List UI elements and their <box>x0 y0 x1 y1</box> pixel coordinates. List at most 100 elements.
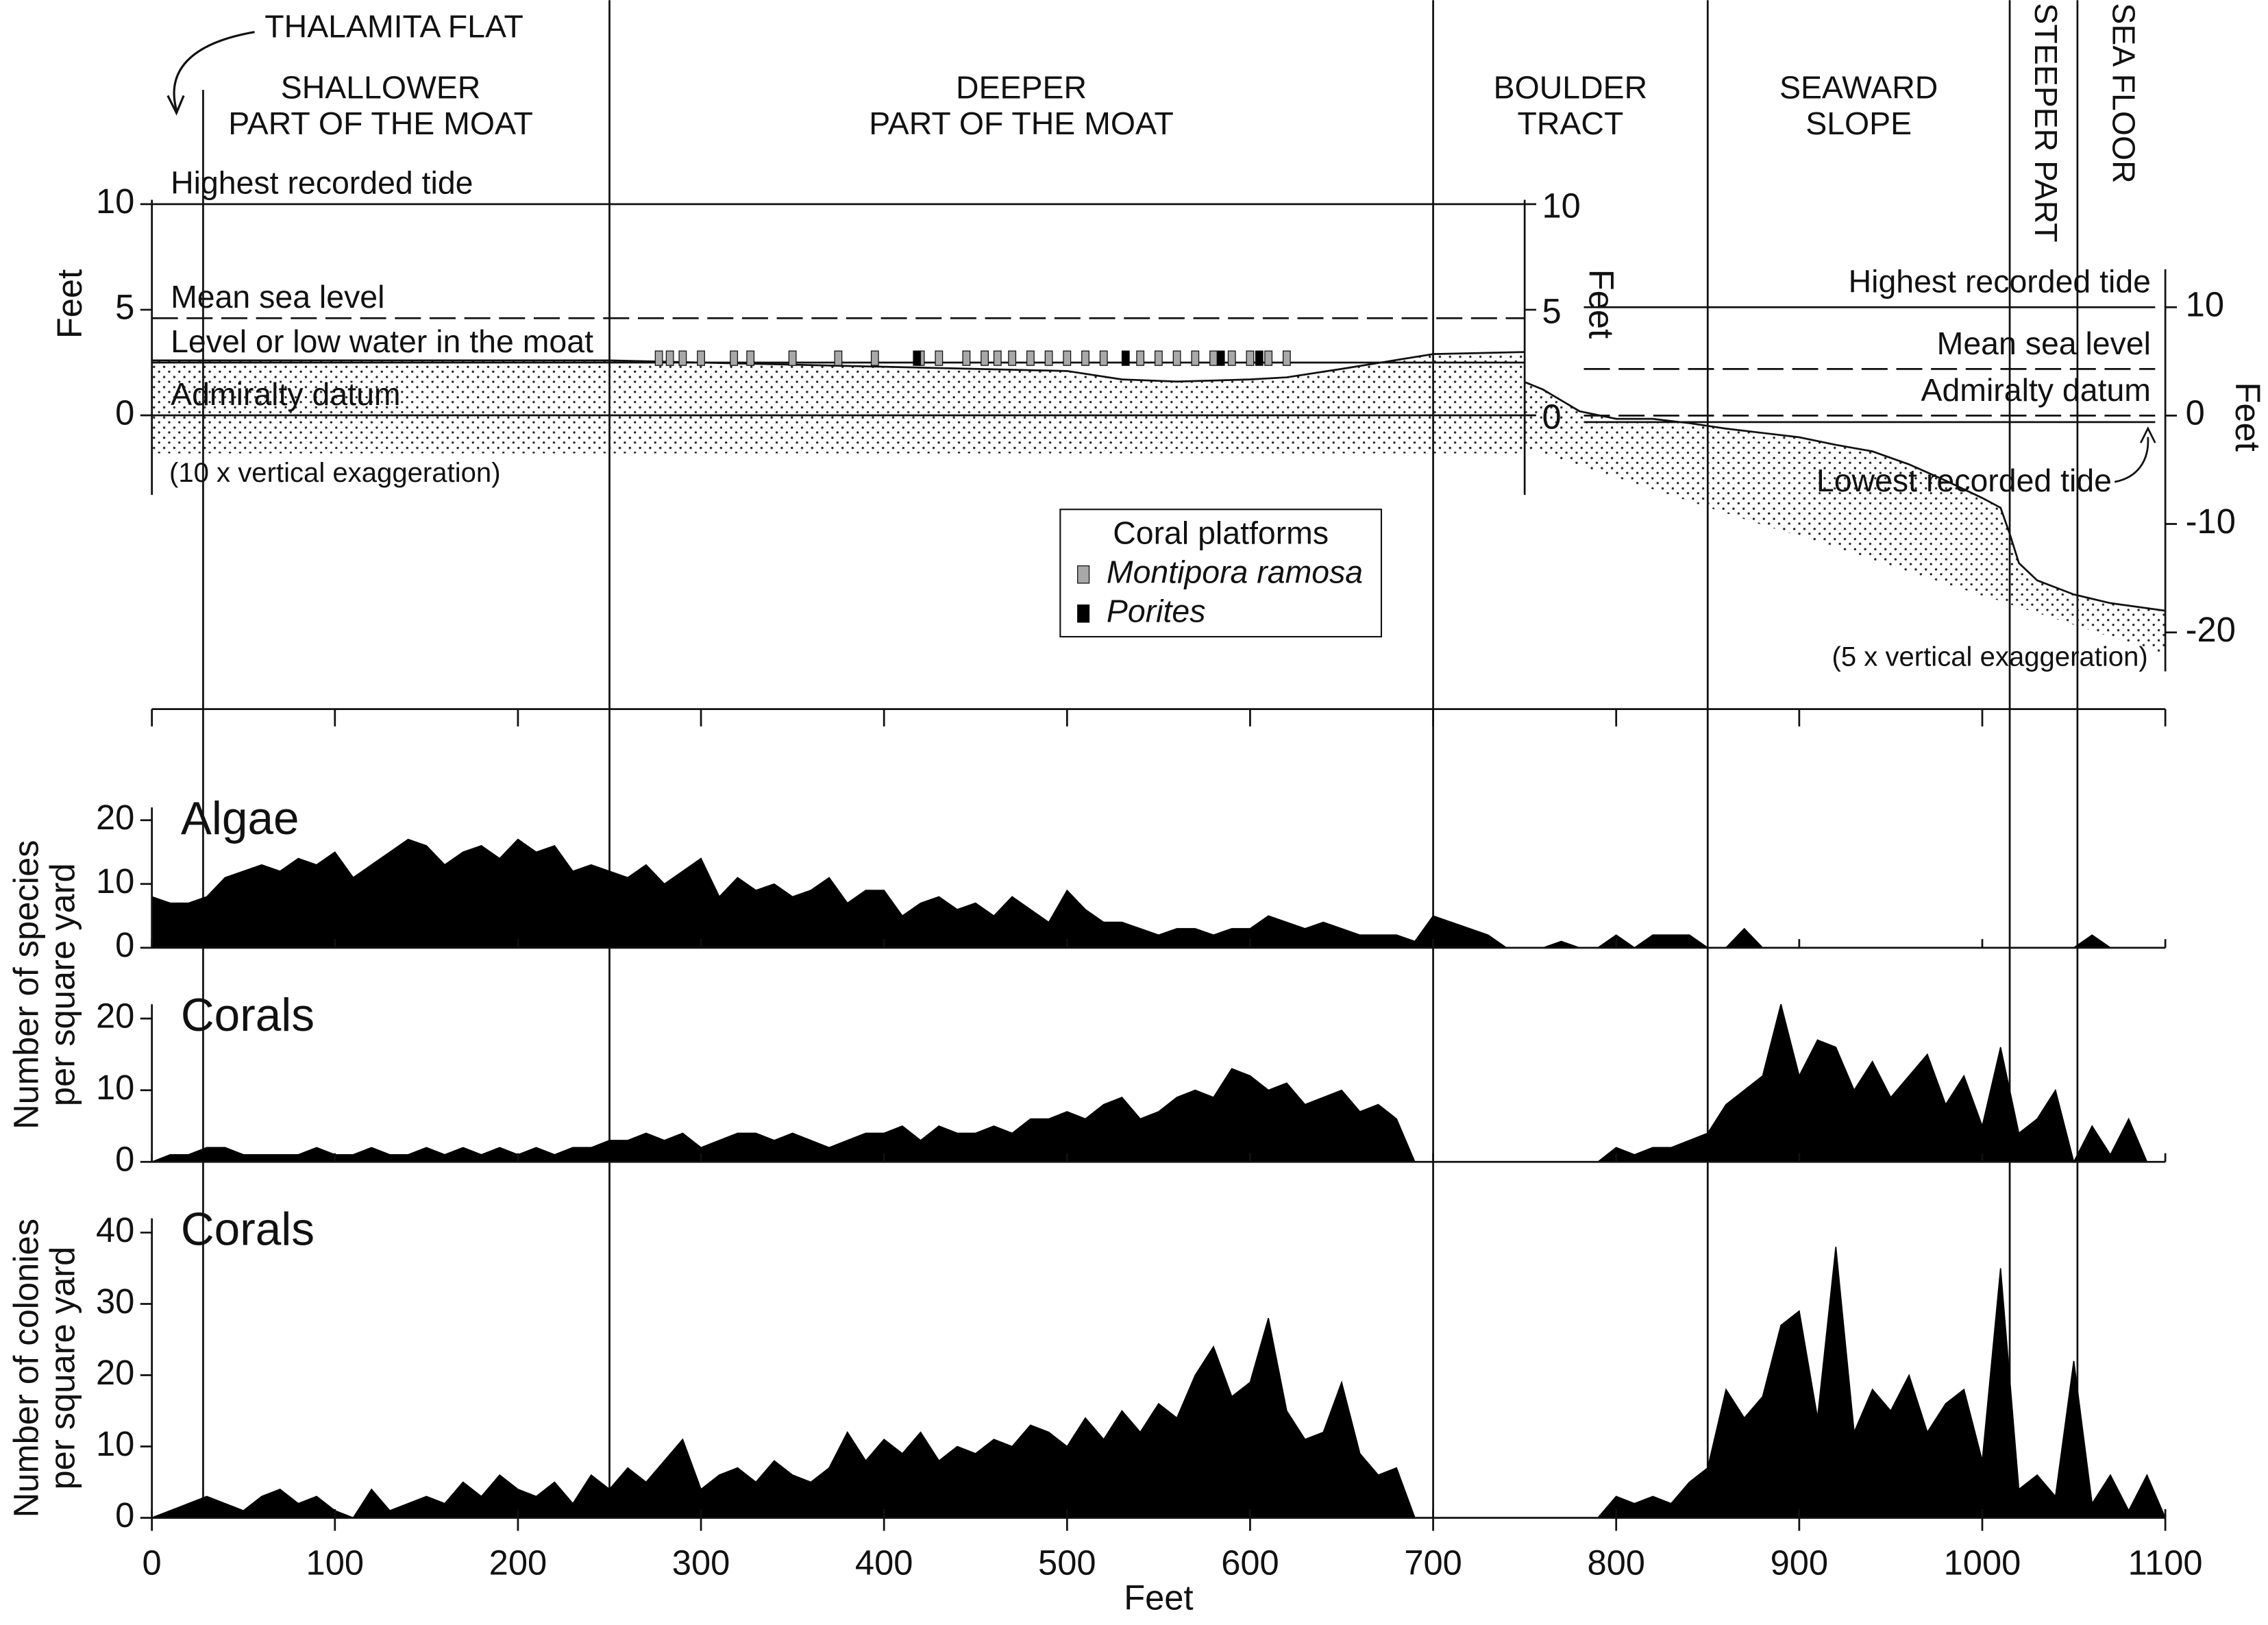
level-label: Highest recorded tide <box>1849 264 2151 300</box>
coral-platform <box>1008 350 1017 366</box>
level-label: Admiralty datum <box>171 376 401 412</box>
coral-platform <box>654 350 663 366</box>
ground-surface <box>1524 381 2166 612</box>
legend-title: Coral platforms <box>1113 515 1329 551</box>
coral-platform <box>1246 350 1255 366</box>
y-tick-label: 5 <box>1542 292 1561 331</box>
coral-platform <box>913 350 922 366</box>
lowest-tide-arrowhead <box>2140 426 2156 443</box>
coral-platform <box>1026 350 1035 366</box>
annotation: (10 x vertical exaggeration) <box>169 458 501 488</box>
x-tick-label: 400 <box>855 1543 913 1583</box>
coral-platform <box>746 350 755 366</box>
x-tick-label: 500 <box>1038 1543 1096 1583</box>
coral-platform <box>1216 350 1225 366</box>
level-label: Mean sea level <box>171 279 384 315</box>
zone-label: PART OF THE MOAT <box>228 106 533 141</box>
annotation: (5 x vertical exaggeration) <box>1832 642 2147 672</box>
y-tick-label: 10 <box>96 1068 134 1107</box>
coral-platform <box>1121 350 1130 366</box>
level-label: Lowest recorded tide <box>1816 463 2112 498</box>
y-axis-title: Number of colonies <box>7 1219 46 1517</box>
thalamita-arrow <box>173 31 255 111</box>
y-axis-title: per square yard <box>42 1247 82 1490</box>
ground-surface <box>151 351 1525 383</box>
coral-platform <box>962 350 971 366</box>
y-tick-label: 0 <box>115 1140 134 1179</box>
coral-platform <box>981 350 989 366</box>
x-tick-label: 1100 <box>2128 1543 2203 1583</box>
coral-platform <box>870 350 879 366</box>
level-label: Admiralty datum <box>1921 372 2152 408</box>
zone-label: PART OF THE MOAT <box>869 106 1174 141</box>
coral-platform <box>935 350 944 366</box>
coral-platform <box>1172 350 1181 366</box>
panel-title: Algae <box>181 793 299 844</box>
zone-label: SHALLOWER <box>281 69 481 105</box>
legend-swatch <box>1077 565 1090 584</box>
x-axis-title: Feet <box>1124 1578 1193 1617</box>
level-label: Mean sea level <box>1937 326 2151 361</box>
y-tick-label: 10 <box>96 1424 134 1463</box>
sediment <box>151 352 1525 454</box>
y-tick-label: 10 <box>96 862 134 901</box>
legend-box <box>1059 509 1383 638</box>
x-tick-label: 600 <box>1221 1543 1279 1583</box>
thalamita-arrowhead <box>167 95 185 116</box>
y-axis-title: Feet <box>1581 269 1620 339</box>
y-tick-label: 20 <box>96 1353 134 1392</box>
coral-platform <box>1209 350 1218 366</box>
coral-platform <box>1255 350 1264 366</box>
y-tick-label: 0 <box>115 925 134 964</box>
level-label: Level or low water in the moat <box>171 323 593 359</box>
coral-platform <box>1154 350 1163 366</box>
y-tick-label: 10 <box>1542 186 1580 225</box>
y2-tick-label: -20 <box>2186 610 2236 649</box>
coral-platform <box>1063 350 1072 366</box>
y2-axis-title: Feet <box>2228 382 2267 451</box>
legend-label: Montipora ramosa <box>1107 554 1363 590</box>
panel-title: Corals <box>181 990 315 1041</box>
y-axis-title: Number of species <box>7 840 46 1129</box>
y-tick-label: 0 <box>115 1495 134 1535</box>
coral-platform <box>1264 350 1273 366</box>
coral-platform <box>678 350 687 366</box>
y2-tick-label: -10 <box>2186 502 2236 541</box>
coral-platform <box>788 350 797 366</box>
coral-platform <box>1136 350 1145 366</box>
coral-platform <box>1044 350 1053 366</box>
y-tick-label: 0 <box>1542 398 1561 437</box>
zone-label: BOULDER <box>1494 69 1648 105</box>
coral-platform <box>1099 350 1108 366</box>
lowest-tide-arrow <box>2114 437 2149 483</box>
x-tick-label: 700 <box>1404 1543 1462 1583</box>
annotation: THALAMITA FLAT <box>264 9 523 45</box>
y-tick-label: 20 <box>96 996 134 1035</box>
coral-platform <box>730 350 739 366</box>
y-tick-label: 10 <box>96 182 134 221</box>
sediment <box>1525 382 2166 655</box>
x-tick-label: 100 <box>306 1543 365 1583</box>
x-tick-label: 900 <box>1771 1543 1829 1583</box>
y-tick-label: 40 <box>96 1210 134 1249</box>
x-tick-label: 300 <box>672 1543 730 1583</box>
y-axis-title: Feet <box>50 269 89 339</box>
legend-swatch <box>1077 604 1090 623</box>
coral-platform <box>993 350 1002 366</box>
y2-tick-label: 0 <box>2186 393 2205 432</box>
area <box>151 1003 2166 1164</box>
coral-platform <box>834 350 843 366</box>
coral-platform <box>1191 350 1200 366</box>
coral-platform <box>1282 350 1291 366</box>
x-tick-label: 0 <box>143 1543 162 1583</box>
y-tick-label: 30 <box>96 1282 134 1321</box>
zone-label: SEAWARD <box>1779 69 1938 105</box>
y2-tick-label: 10 <box>2186 285 2224 324</box>
y-tick-label: 5 <box>115 287 134 326</box>
x-tick-label: 200 <box>489 1543 547 1583</box>
area <box>151 1247 2167 1519</box>
